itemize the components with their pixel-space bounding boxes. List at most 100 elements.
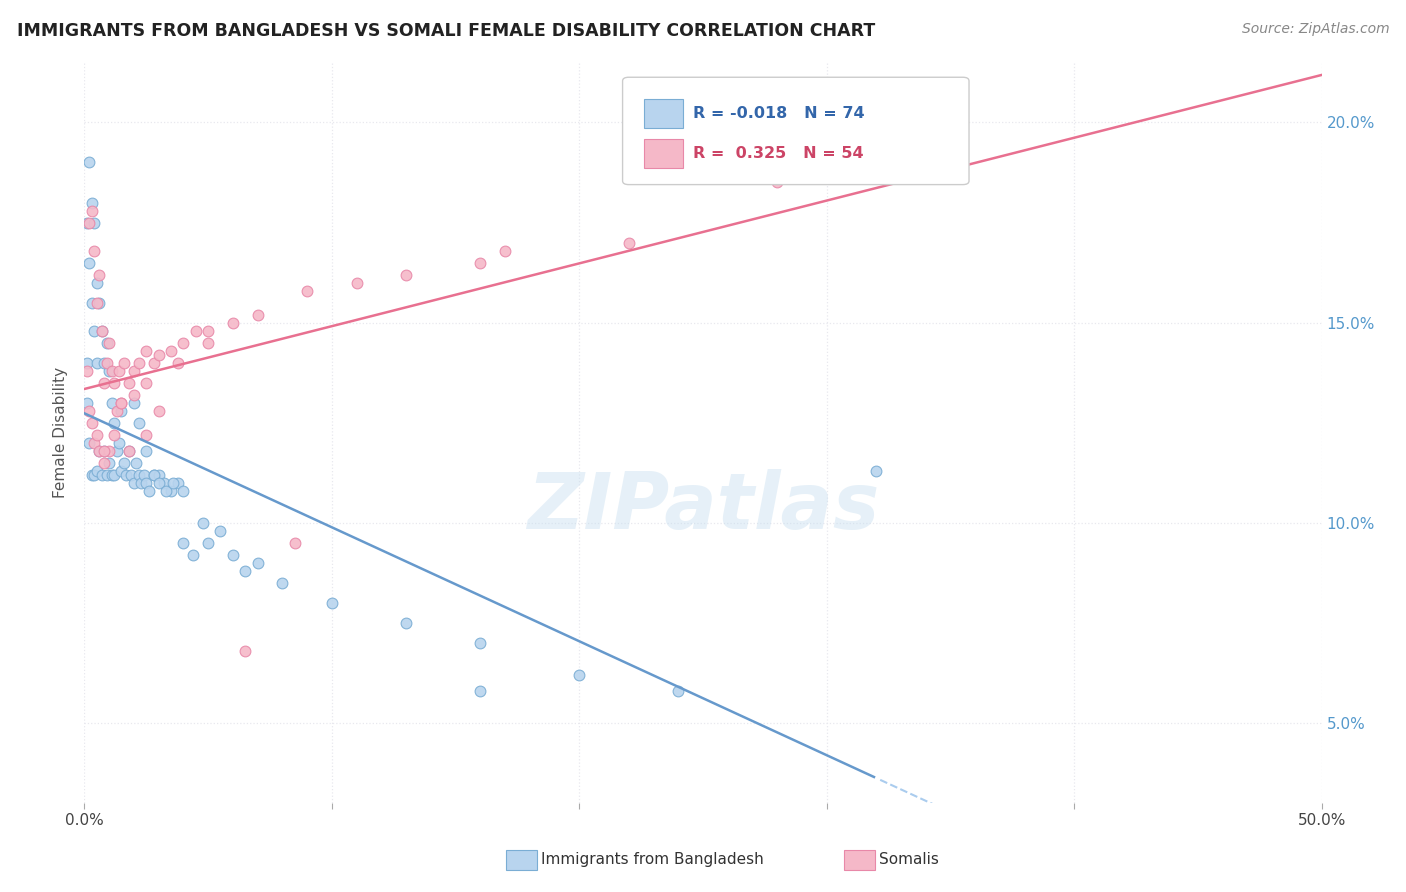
Point bbox=[80, 195, 103, 210]
FancyBboxPatch shape bbox=[623, 78, 969, 185]
Point bbox=[346, 276, 368, 290]
Point bbox=[135, 343, 157, 358]
Point bbox=[90, 324, 112, 338]
Point bbox=[135, 376, 157, 390]
Point bbox=[148, 403, 170, 417]
Point bbox=[395, 615, 418, 630]
Point bbox=[142, 355, 165, 369]
Point bbox=[321, 596, 343, 610]
Point bbox=[83, 215, 105, 229]
Point bbox=[617, 235, 640, 250]
Point bbox=[122, 475, 145, 490]
Point bbox=[86, 355, 108, 369]
Point bbox=[103, 376, 125, 390]
FancyBboxPatch shape bbox=[644, 139, 683, 168]
Point bbox=[172, 335, 194, 350]
Point bbox=[83, 244, 105, 258]
Point bbox=[96, 355, 118, 369]
Point bbox=[246, 308, 269, 322]
Point bbox=[666, 683, 689, 698]
Point bbox=[162, 475, 184, 490]
Point bbox=[76, 215, 98, 229]
Point bbox=[100, 467, 122, 482]
Point bbox=[80, 295, 103, 310]
FancyBboxPatch shape bbox=[644, 99, 683, 128]
Point bbox=[125, 456, 148, 470]
Point bbox=[98, 335, 121, 350]
Point bbox=[172, 535, 194, 549]
Point bbox=[233, 564, 256, 578]
Point bbox=[83, 467, 105, 482]
Point bbox=[184, 324, 207, 338]
Point bbox=[79, 155, 101, 169]
Point bbox=[197, 324, 219, 338]
Point bbox=[105, 403, 128, 417]
Point bbox=[76, 395, 98, 409]
Point bbox=[98, 443, 121, 458]
Point bbox=[568, 667, 591, 681]
Point bbox=[295, 284, 318, 298]
Point bbox=[115, 467, 138, 482]
Point bbox=[98, 456, 121, 470]
Point bbox=[122, 363, 145, 377]
Point bbox=[79, 215, 101, 229]
Point bbox=[470, 636, 492, 650]
Point bbox=[135, 475, 157, 490]
Point bbox=[148, 475, 170, 490]
Point bbox=[118, 443, 141, 458]
Point bbox=[120, 467, 142, 482]
Point bbox=[395, 268, 418, 282]
Point bbox=[155, 483, 177, 498]
Point bbox=[86, 295, 108, 310]
Point bbox=[110, 464, 132, 478]
Point bbox=[93, 456, 115, 470]
Text: ZIPatlas: ZIPatlas bbox=[527, 468, 879, 545]
Point bbox=[167, 355, 190, 369]
Point bbox=[128, 467, 150, 482]
Point bbox=[138, 483, 160, 498]
Point bbox=[246, 556, 269, 570]
Point bbox=[80, 203, 103, 218]
Point bbox=[76, 355, 98, 369]
Point bbox=[122, 395, 145, 409]
Point bbox=[135, 443, 157, 458]
Point bbox=[89, 295, 111, 310]
Text: Somalis: Somalis bbox=[879, 853, 939, 867]
Point bbox=[79, 403, 101, 417]
Point bbox=[89, 443, 111, 458]
Text: R = -0.018   N = 74: R = -0.018 N = 74 bbox=[693, 106, 865, 121]
Point bbox=[865, 464, 887, 478]
Point bbox=[142, 467, 165, 482]
Point bbox=[103, 427, 125, 442]
Point bbox=[128, 416, 150, 430]
Point bbox=[470, 255, 492, 269]
Point bbox=[79, 255, 101, 269]
Y-axis label: Female Disability: Female Disability bbox=[53, 367, 69, 499]
Point bbox=[90, 324, 112, 338]
Point bbox=[135, 427, 157, 442]
Point bbox=[108, 435, 131, 450]
Point bbox=[122, 387, 145, 401]
Point bbox=[160, 483, 183, 498]
Text: Immigrants from Bangladesh: Immigrants from Bangladesh bbox=[541, 853, 763, 867]
Point bbox=[79, 435, 101, 450]
Point bbox=[100, 395, 122, 409]
Point bbox=[103, 416, 125, 430]
Point bbox=[129, 475, 152, 490]
Point bbox=[103, 467, 125, 482]
Point bbox=[167, 475, 190, 490]
Point bbox=[105, 443, 128, 458]
Point bbox=[76, 363, 98, 377]
Text: R =  0.325   N = 54: R = 0.325 N = 54 bbox=[693, 146, 863, 161]
Point bbox=[80, 416, 103, 430]
Point bbox=[233, 644, 256, 658]
Point bbox=[93, 376, 115, 390]
Point bbox=[80, 467, 103, 482]
Point bbox=[86, 427, 108, 442]
Point bbox=[90, 467, 112, 482]
Point bbox=[494, 244, 516, 258]
Point bbox=[86, 276, 108, 290]
Point bbox=[222, 316, 245, 330]
Point bbox=[96, 467, 118, 482]
Point bbox=[271, 575, 294, 590]
